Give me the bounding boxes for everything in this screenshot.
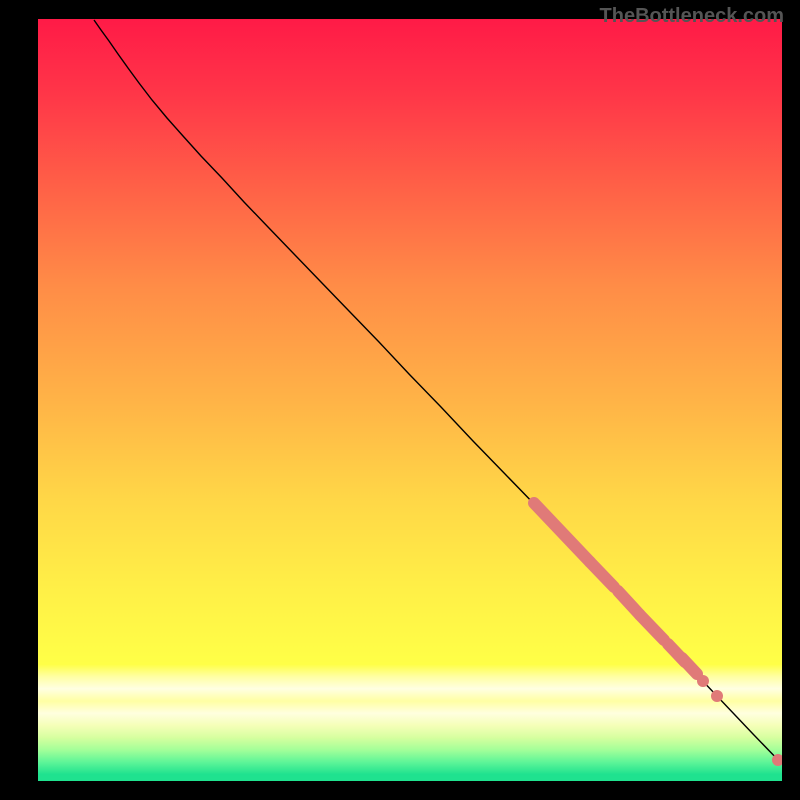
gradient-background: [37, 18, 783, 782]
marker-dot: [711, 690, 723, 702]
marker-dot: [697, 675, 709, 687]
watermark: TheBottleneck.com: [600, 5, 784, 27]
